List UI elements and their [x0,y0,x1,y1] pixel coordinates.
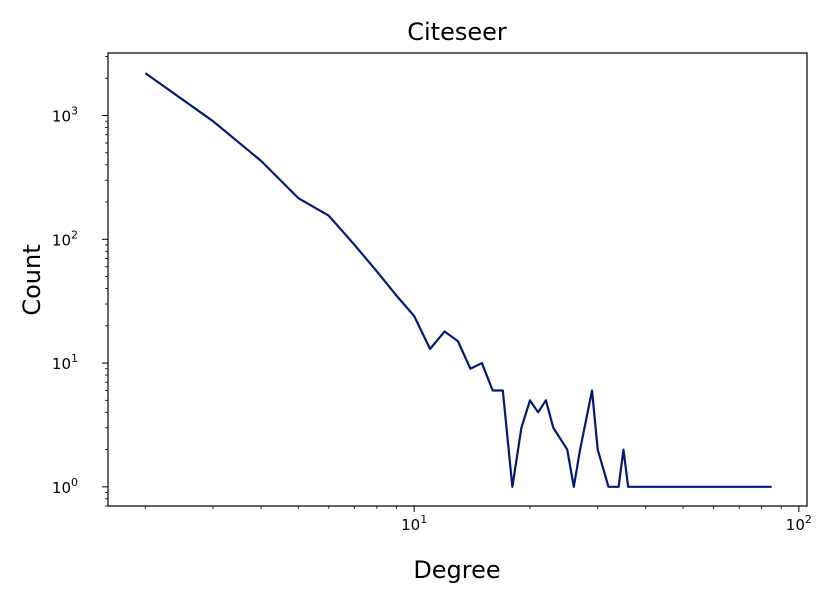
y-tick-label: 103 [52,105,78,126]
plot-frame [107,52,808,507]
x-axis-label: Degree [413,556,500,584]
y-tick-label: 101 [52,352,78,373]
y-axis-label: Count [18,244,46,315]
series-line [144,72,772,488]
y-tick-label: 102 [52,228,78,249]
major-ticks: 101 102 100 101 102 103 [52,105,812,534]
x-tick-label: 101 [401,513,427,534]
y-tick-label: 100 [52,476,78,497]
minor-ticks [105,56,782,509]
chart-title: Citeseer [407,18,507,46]
x-tick-label: 102 [786,513,812,534]
